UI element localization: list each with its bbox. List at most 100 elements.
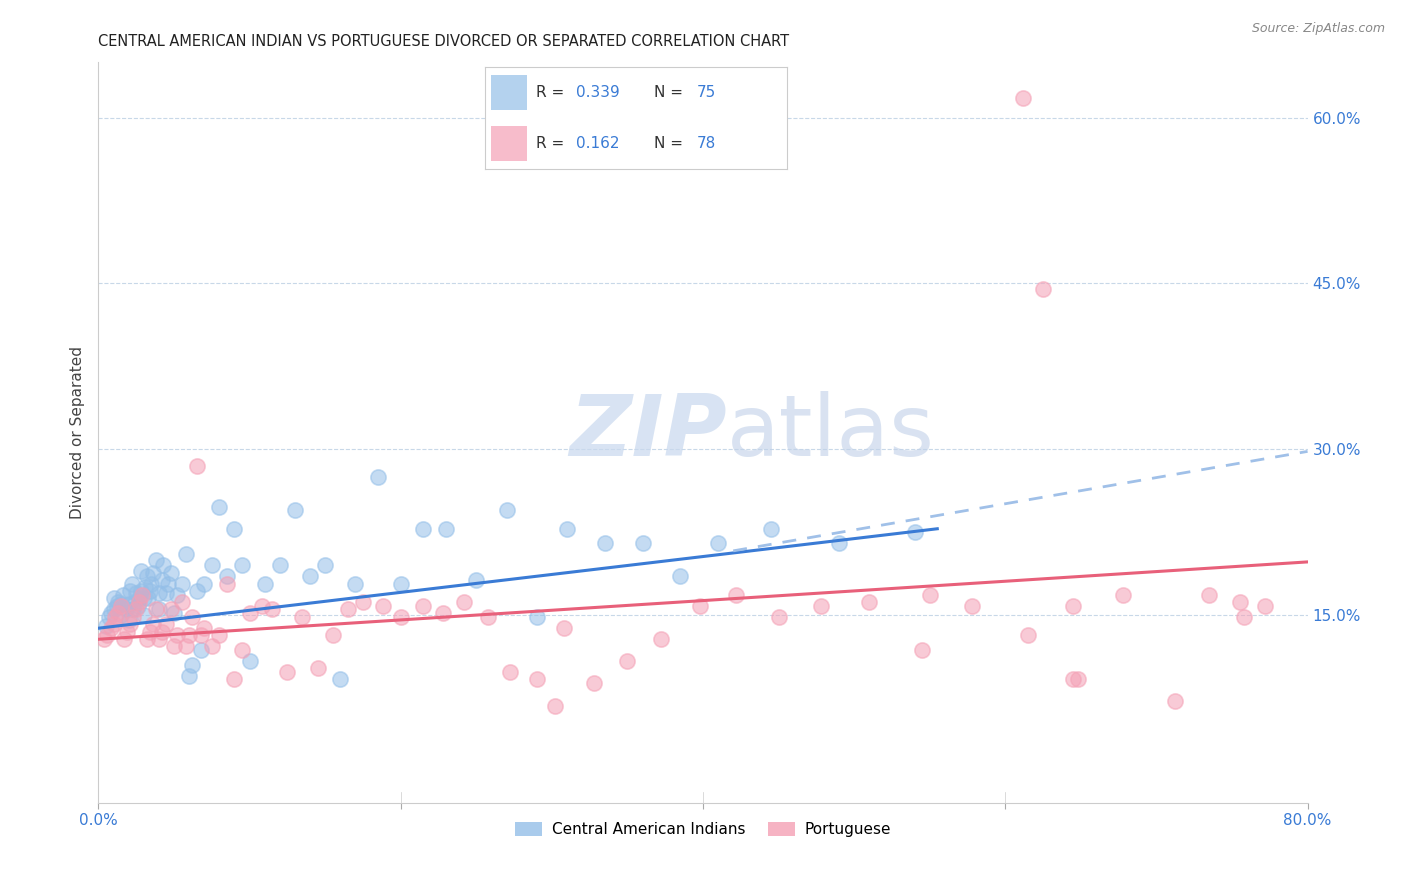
Point <box>322 628 344 642</box>
Text: N =: N = <box>654 136 688 152</box>
Point <box>526 672 548 686</box>
Point <box>352 595 374 609</box>
Point <box>291 610 314 624</box>
Point <box>389 610 412 624</box>
Point <box>174 639 197 653</box>
Point <box>918 588 941 602</box>
Point <box>344 577 367 591</box>
Point <box>583 676 606 690</box>
Point <box>276 665 298 680</box>
Point <box>432 606 454 620</box>
Point <box>124 595 146 609</box>
Point <box>725 588 748 602</box>
Legend: Central American Indians, Portuguese: Central American Indians, Portuguese <box>509 816 897 843</box>
Point <box>555 522 578 536</box>
Point <box>224 672 246 686</box>
Point <box>129 583 152 598</box>
Point <box>118 614 141 628</box>
Point <box>134 580 156 594</box>
Point <box>148 632 170 647</box>
Point <box>231 643 253 657</box>
Point <box>759 522 782 536</box>
Point <box>465 573 488 587</box>
Point <box>136 591 159 606</box>
Point <box>152 558 174 573</box>
Point <box>314 558 336 573</box>
Point <box>1112 588 1135 602</box>
Point <box>231 558 253 573</box>
Point <box>650 632 672 647</box>
Point <box>142 566 165 580</box>
Point <box>269 558 291 573</box>
Point <box>166 628 188 642</box>
Point <box>1233 610 1256 624</box>
Point <box>110 607 132 622</box>
Point <box>163 606 186 620</box>
Point <box>112 632 135 647</box>
Point <box>150 624 173 639</box>
Text: 75: 75 <box>696 85 716 100</box>
Point <box>139 624 162 639</box>
Point <box>616 654 638 668</box>
Point <box>110 599 132 613</box>
Point <box>110 597 132 611</box>
Point <box>156 577 179 591</box>
Text: 0.339: 0.339 <box>576 85 620 100</box>
Y-axis label: Divorced or Separated: Divorced or Separated <box>69 346 84 519</box>
Point <box>179 669 201 683</box>
Point <box>120 616 142 631</box>
Point <box>224 522 246 536</box>
Point <box>208 500 231 514</box>
Point <box>367 470 389 484</box>
Text: 78: 78 <box>696 136 716 152</box>
Point <box>128 591 150 606</box>
Point <box>181 610 204 624</box>
Point <box>593 536 616 550</box>
Point <box>160 602 183 616</box>
Point <box>118 597 141 611</box>
Text: ZIP: ZIP <box>569 391 727 475</box>
Point <box>115 624 138 639</box>
Text: atlas: atlas <box>727 391 935 475</box>
Text: Source: ZipAtlas.com: Source: ZipAtlas.com <box>1251 22 1385 36</box>
Point <box>707 536 730 550</box>
Point <box>114 602 136 616</box>
Point <box>135 569 157 583</box>
Point <box>127 599 149 613</box>
Point <box>453 595 475 609</box>
Point <box>477 610 499 624</box>
Point <box>125 602 148 616</box>
Point <box>768 610 790 624</box>
Point <box>163 639 186 653</box>
Point <box>239 654 262 668</box>
Point <box>132 591 155 606</box>
Point <box>544 698 567 713</box>
Point <box>135 632 157 647</box>
Point <box>100 606 122 620</box>
Point <box>911 643 934 657</box>
Point <box>239 606 262 620</box>
Point <box>190 628 212 642</box>
Point <box>1017 628 1039 642</box>
Point <box>93 632 115 647</box>
Point <box>329 672 352 686</box>
Point <box>1062 672 1084 686</box>
Point <box>371 599 394 613</box>
Point <box>1067 672 1090 686</box>
Point <box>181 657 204 672</box>
Text: 0.162: 0.162 <box>576 136 619 152</box>
Point <box>148 586 170 600</box>
Point <box>1254 599 1277 613</box>
Point <box>193 577 215 591</box>
Point <box>307 661 329 675</box>
Point <box>98 610 121 624</box>
Point <box>170 595 193 609</box>
Point <box>412 522 434 536</box>
Point <box>250 599 273 613</box>
Point <box>495 503 517 517</box>
Point <box>201 558 224 573</box>
Point <box>631 536 654 550</box>
Point <box>142 616 165 631</box>
Point <box>434 522 457 536</box>
Point <box>215 577 238 591</box>
